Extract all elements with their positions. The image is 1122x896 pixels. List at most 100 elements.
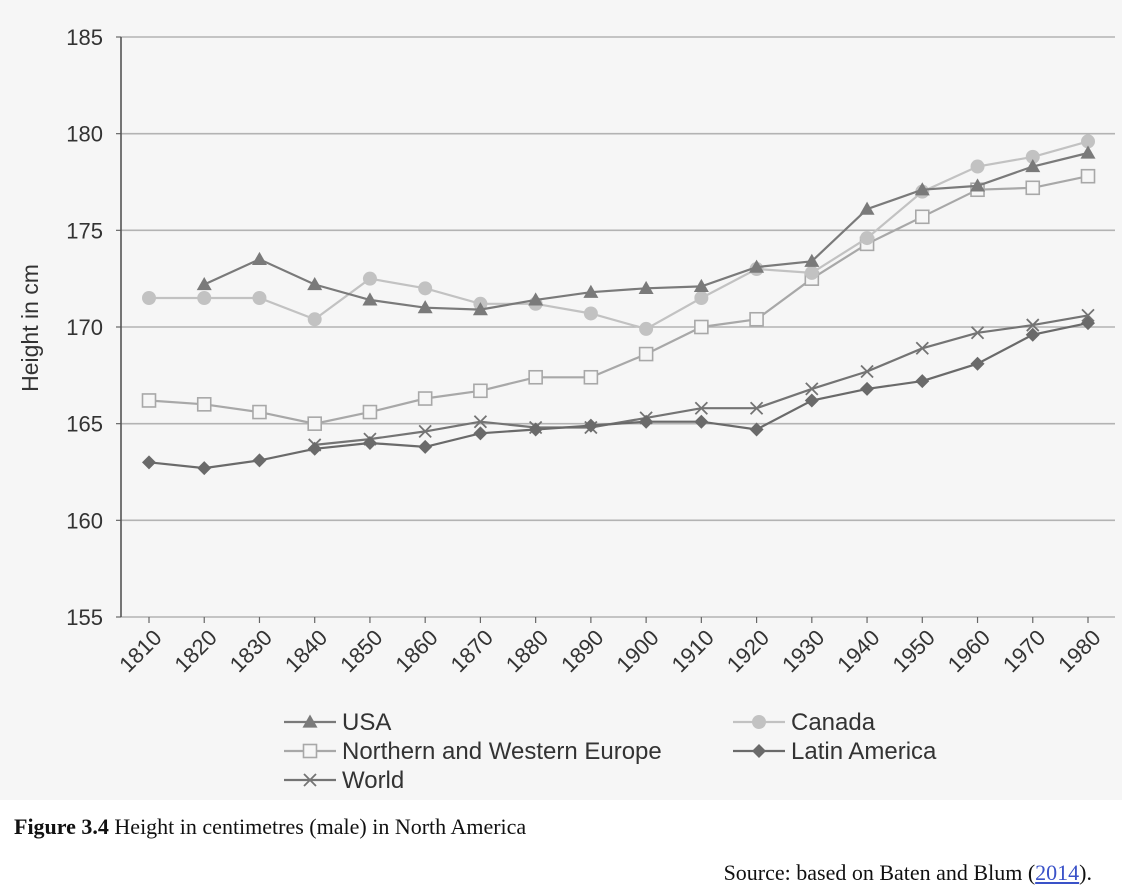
data-point-northern-and-western-europe <box>914 209 930 225</box>
data-point-northern-and-western-europe <box>362 404 378 420</box>
data-point-world <box>970 326 985 340</box>
y-axis-label: Height in cm <box>17 264 43 392</box>
y-tick-label: 155 <box>66 605 103 630</box>
legend-marker <box>752 715 766 729</box>
data-point-usa <box>914 182 930 196</box>
data-point-northern-and-western-europe <box>528 369 543 385</box>
data-point-latin-america <box>307 441 322 456</box>
x-tick-label: 1820 <box>169 625 221 677</box>
gridlines <box>121 36 1115 618</box>
data-point-usa <box>1025 159 1041 173</box>
data-point-canada <box>804 265 819 280</box>
data-point-northern-and-western-europe <box>1080 168 1096 184</box>
legend-marker <box>303 773 317 787</box>
data-point-latin-america <box>142 455 156 470</box>
x-tick-label: 1980 <box>1053 625 1105 677</box>
legend-marker <box>302 743 318 759</box>
data-point-world <box>473 415 488 429</box>
y-tick-label: 170 <box>66 315 103 340</box>
data-point-latin-america <box>1081 316 1095 331</box>
x-tick-label: 1910 <box>667 625 719 677</box>
data-point-latin-america <box>418 439 433 454</box>
data-point-usa <box>804 253 820 267</box>
data-point-world <box>805 382 819 396</box>
series-canada <box>142 134 1095 336</box>
x-tick-label: 1960 <box>943 625 995 677</box>
x-tick-label: 1890 <box>556 625 608 677</box>
legend-label: USA <box>342 709 391 736</box>
legend-item-northern-and-western-europe: Northern and Western Europe <box>284 738 662 765</box>
data-point-usa <box>251 251 267 265</box>
data-point-latin-america <box>860 381 875 396</box>
height-line-chart: 155 160 165 170 175 180 185 1810 1820 1830 1840 185… <box>17 25 1115 794</box>
data-point-usa <box>528 292 544 306</box>
data-point-canada <box>362 271 377 286</box>
x-tick-label: 1900 <box>611 625 663 677</box>
figure-caption-text: Height in centimetres (male) in North Am… <box>114 814 527 839</box>
series-usa <box>196 145 1096 316</box>
data-point-world <box>1081 308 1095 323</box>
data-point-canada <box>1081 134 1095 149</box>
series-line-northern-and-western-europe <box>148 175 1089 425</box>
data-point-latin-america <box>473 426 488 441</box>
y-tick-label: 185 <box>66 25 103 50</box>
data-point-northern-and-western-europe <box>473 383 488 399</box>
x-tick-label: 1850 <box>335 625 387 677</box>
legend-label: Northern and Western Europe <box>342 738 662 765</box>
data-point-usa <box>749 259 765 273</box>
data-point-northern-and-western-europe <box>694 319 709 335</box>
legend-item-latin-america: Latin America <box>733 738 937 765</box>
data-point-northern-and-western-europe <box>196 397 212 412</box>
data-point-usa <box>307 276 323 291</box>
x-tick-label: 1810 <box>114 625 166 677</box>
x-tick-label: 1880 <box>501 625 553 677</box>
legend-item-usa: USA <box>284 709 391 736</box>
legend-label: Latin America <box>791 738 937 765</box>
data-point-usa <box>583 284 599 298</box>
source-prefix: Source: based on Baten and Blum ( <box>723 860 1036 885</box>
legend: USA Canada Northern and Western Europe Lati… <box>284 709 937 794</box>
chart-area: 155 160 165 170 175 180 185 1810 1820 1830 1840 185… <box>17 25 1115 794</box>
data-point-canada <box>860 231 875 246</box>
y-tick-label: 165 <box>66 412 103 437</box>
data-point-latin-america <box>252 453 267 468</box>
data-point-canada <box>639 321 654 336</box>
data-point-canada <box>197 291 212 305</box>
x-tick-label: 1940 <box>832 625 884 677</box>
data-point-latin-america <box>1025 327 1040 342</box>
data-point-canada <box>142 291 156 305</box>
data-point-usa <box>859 201 875 215</box>
series-lines <box>141 134 1096 476</box>
source-suffix: ). <box>1079 860 1092 885</box>
x-tick-label: 1930 <box>777 625 829 677</box>
data-point-canada <box>583 306 598 321</box>
x-tick-label: 1860 <box>390 625 442 677</box>
data-point-latin-america <box>583 418 598 433</box>
data-point-latin-america <box>749 422 764 437</box>
data-point-world <box>860 364 874 379</box>
legend-label: Canada <box>791 709 876 736</box>
figure-label: Figure 3.4 <box>14 814 109 839</box>
data-point-northern-and-western-europe <box>307 416 323 431</box>
figure-source: Source: based on Baten and Blum (2014). <box>724 860 1092 886</box>
data-point-world <box>749 401 764 415</box>
legend-label: World <box>342 767 404 794</box>
series-line-canada <box>149 140 1089 331</box>
legend-marker <box>302 714 318 728</box>
data-point-usa <box>417 300 433 314</box>
data-point-canada <box>1025 149 1040 164</box>
data-point-northern-and-western-europe <box>417 391 433 406</box>
data-point-latin-america <box>528 422 543 437</box>
series-northern-and-western-europe <box>141 168 1096 431</box>
x-tick-label: 1920 <box>722 625 774 677</box>
data-point-latin-america <box>694 414 709 429</box>
x-tick-label: 1950 <box>888 625 940 677</box>
data-point-world <box>418 424 432 439</box>
data-point-northern-and-western-europe <box>1025 180 1041 196</box>
legend-item-canada: Canada <box>733 709 876 736</box>
data-point-usa <box>362 292 378 306</box>
data-point-usa <box>1080 145 1096 159</box>
x-tick-label: 1970 <box>998 625 1050 677</box>
source-year-link[interactable]: 2014 <box>1035 860 1080 885</box>
data-point-northern-and-western-europe <box>252 404 267 420</box>
